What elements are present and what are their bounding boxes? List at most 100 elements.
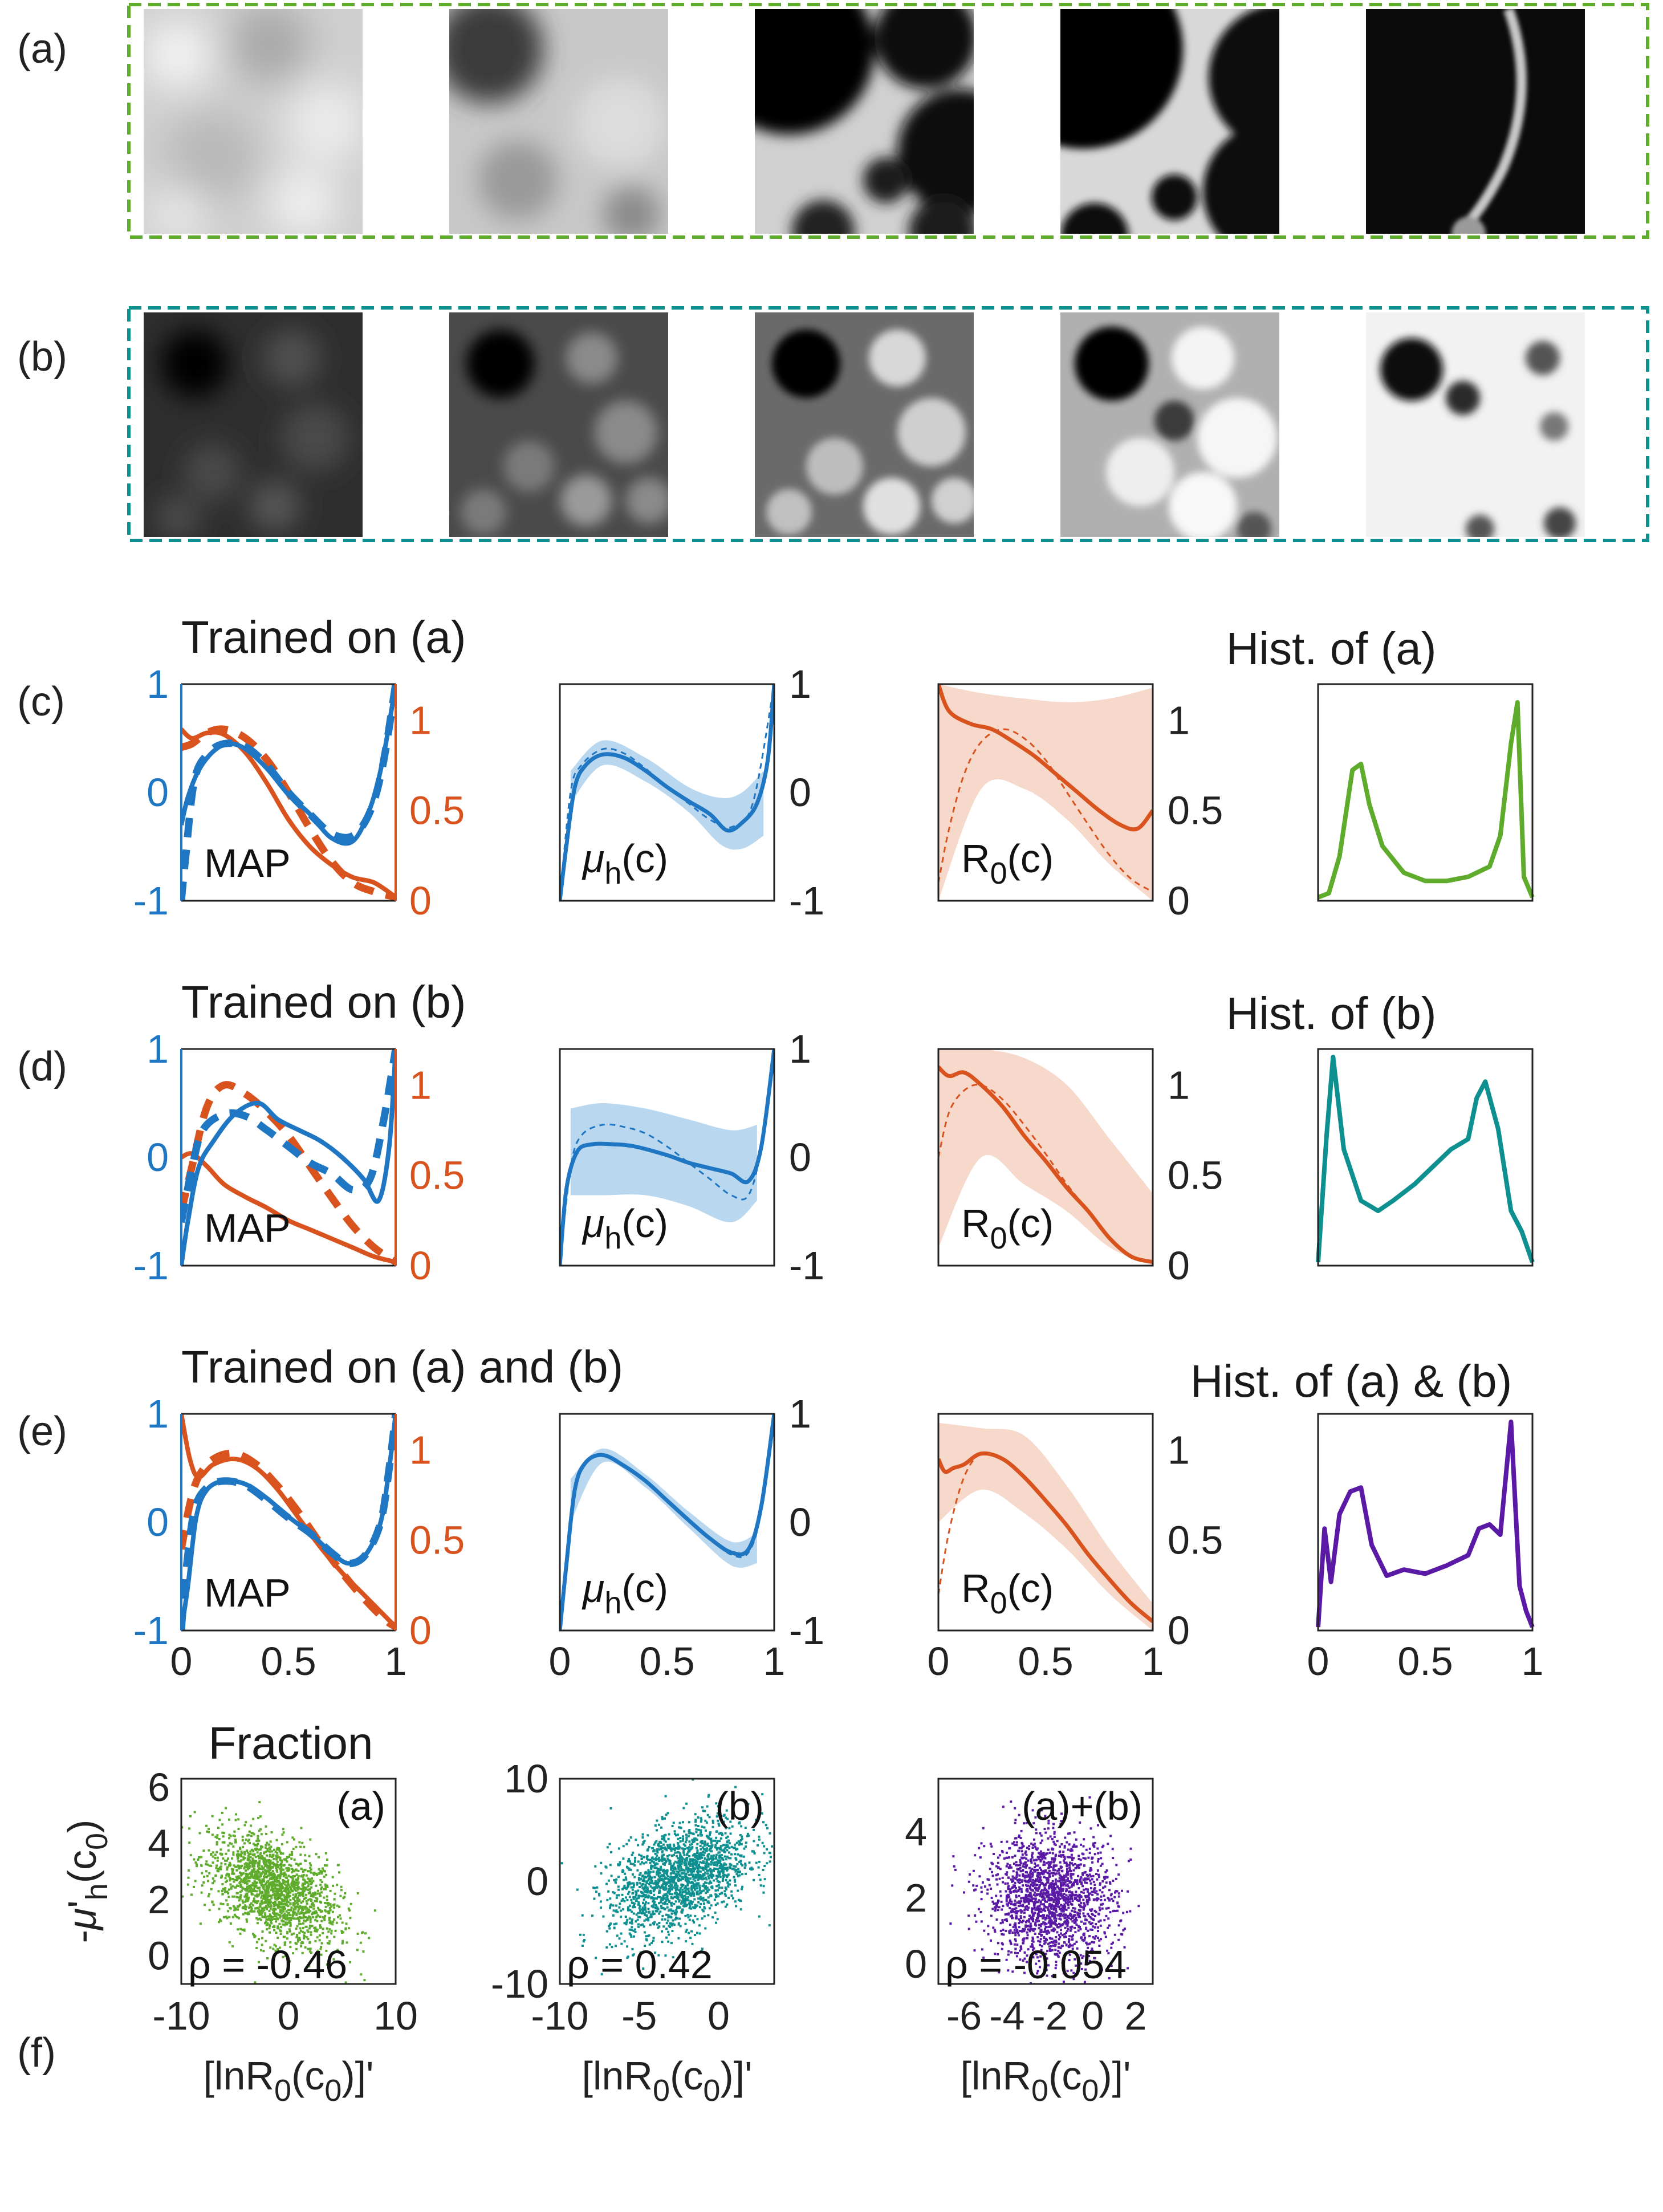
right-tick-label: 0.5 <box>409 1518 465 1563</box>
x-tick-label: -10 <box>152 1994 210 2038</box>
inset-arg: (c) <box>1007 1566 1054 1611</box>
y-tick-label: 0 <box>905 1942 927 1986</box>
y-tick-label: 1 <box>1168 1428 1190 1472</box>
x-tick-label: -4 <box>989 1994 1024 2038</box>
line-R_0-true <box>181 1449 396 1630</box>
label-part: ' <box>60 1900 104 1908</box>
inset-label-r0: R0(c) <box>961 836 1054 891</box>
image-strip-b <box>144 312 1585 537</box>
axes-frame <box>559 683 775 902</box>
inset-label-map: MAP <box>204 1206 291 1250</box>
plot-c-mu: 1 0 -1 μh(c) <box>559 662 824 923</box>
y-tick-label: 0 <box>789 1500 811 1544</box>
right-tick-label: 0 <box>409 1243 432 1288</box>
snapshot-a-1 <box>144 9 363 234</box>
inset-sub: h <box>604 1586 621 1620</box>
snapshot-b-3 <box>755 312 974 537</box>
inset-arg: (c) <box>1007 836 1054 881</box>
panel-label-b: (b) <box>17 334 67 380</box>
axes-frame <box>937 1778 1154 1985</box>
y-tick-label: 0 <box>789 770 811 815</box>
label-part: - <box>60 1930 104 1943</box>
y-tick-label: 0 <box>1168 1243 1190 1288</box>
x-tick-label: 0.5 <box>261 1639 316 1684</box>
scatter-points <box>560 1779 774 1975</box>
axes-frame <box>559 1413 775 1632</box>
label-part: (c <box>1048 2054 1081 2098</box>
line-mu_h-true <box>181 1049 396 1223</box>
x-tick-label: 0 <box>1307 1639 1329 1684</box>
right-tick-label: 0 <box>409 1608 432 1653</box>
inset-label-r0: R0(c) <box>961 1566 1054 1620</box>
y-tick-label: 0.5 <box>1168 1153 1223 1198</box>
x-tick-label: 0.5 <box>1397 1639 1453 1684</box>
inset-label-map: MAP <box>204 1571 291 1615</box>
inset-sub: 0 <box>990 856 1007 891</box>
inset-label-r0: R0(c) <box>961 1201 1054 1255</box>
line-true <box>938 1084 1153 1263</box>
x-tick-label: -2 <box>1032 1994 1067 2038</box>
row-title-c: Trained on (a) <box>181 612 466 662</box>
inset-arg: (c) <box>621 1201 668 1246</box>
y-tick-label: -1 <box>789 1608 824 1653</box>
panel-label-d: (d) <box>17 1044 67 1089</box>
x-tick-label: 0 <box>278 1994 300 2038</box>
x-tick-label: 0.5 <box>1018 1639 1073 1684</box>
x-tick-label: 1 <box>763 1639 786 1684</box>
axes-frame <box>1317 1413 1534 1632</box>
line-mean <box>938 684 1153 832</box>
x-tick-label: 1 <box>1142 1639 1164 1684</box>
snapshot-b-5 <box>1366 312 1585 537</box>
y-tick-label: 4 <box>905 1810 927 1854</box>
y-tick-label: 2 <box>148 1877 170 1922</box>
left-tick-label: 0 <box>147 770 169 815</box>
line-mu_h-true <box>181 1414 396 1630</box>
axes-frame <box>937 683 1154 902</box>
xlabel-fraction: Fraction <box>209 1718 373 1768</box>
inset-sub: h <box>604 856 621 891</box>
series-layer <box>181 1414 396 1630</box>
left-tick-label: -1 <box>133 879 169 923</box>
y-tick-label: 10 <box>504 1756 548 1801</box>
subscript: 0 <box>703 2073 720 2108</box>
x-axis-label: [lnR0(c0)]' <box>960 2054 1131 2108</box>
scatter-tag: (b) <box>715 1784 764 1828</box>
image-strip-a <box>144 9 1585 234</box>
points-layer <box>560 1779 774 1975</box>
hist-line <box>1317 700 1535 900</box>
series-layer <box>560 684 774 901</box>
series-layer <box>181 1049 396 1266</box>
axes-frame <box>937 1048 1154 1267</box>
y-tick-label: -10 <box>491 1962 548 2006</box>
inset-label-mu: μh(c) <box>582 1566 668 1620</box>
x-tick-label: -10 <box>531 1994 588 2038</box>
y-tick-label: -1 <box>789 1243 824 1288</box>
subscript: 0 <box>274 2073 291 2108</box>
y-tick-label: 0 <box>148 1934 170 1978</box>
x-tick-label: 10 <box>373 1994 418 2038</box>
plot-e-mu: 10-1μh(c)0 0.5 1 <box>549 1392 825 1684</box>
x-tick-label: 0 <box>1081 1994 1104 2038</box>
subscript: 0 <box>653 2073 670 2108</box>
line-R_0-learned <box>181 727 396 900</box>
line-mean <box>938 1451 1153 1623</box>
hist-line <box>1316 1420 1535 1628</box>
y-tick-label: -1 <box>789 879 824 923</box>
left-tick-label: 0 <box>147 1500 169 1544</box>
x-axis-label: [lnR0(c0)]' <box>582 2054 752 2108</box>
label-part: )]' <box>1099 2054 1131 2098</box>
panel-label-e: (e) <box>17 1409 67 1454</box>
line-mu_h-learned <box>181 1049 396 1266</box>
left-tick-label: -1 <box>133 1608 169 1653</box>
axes-frame <box>1317 1048 1534 1267</box>
inset-label-map: MAP <box>204 841 291 885</box>
scatter-tag: (a)+(b) <box>1022 1784 1142 1828</box>
points-layer <box>181 1801 376 1984</box>
left-tick-label: 1 <box>147 662 169 706</box>
hist-title-c: Hist. of (a) <box>1226 623 1437 674</box>
inset-main: R <box>961 836 990 881</box>
label-part: )]' <box>720 2054 752 2098</box>
